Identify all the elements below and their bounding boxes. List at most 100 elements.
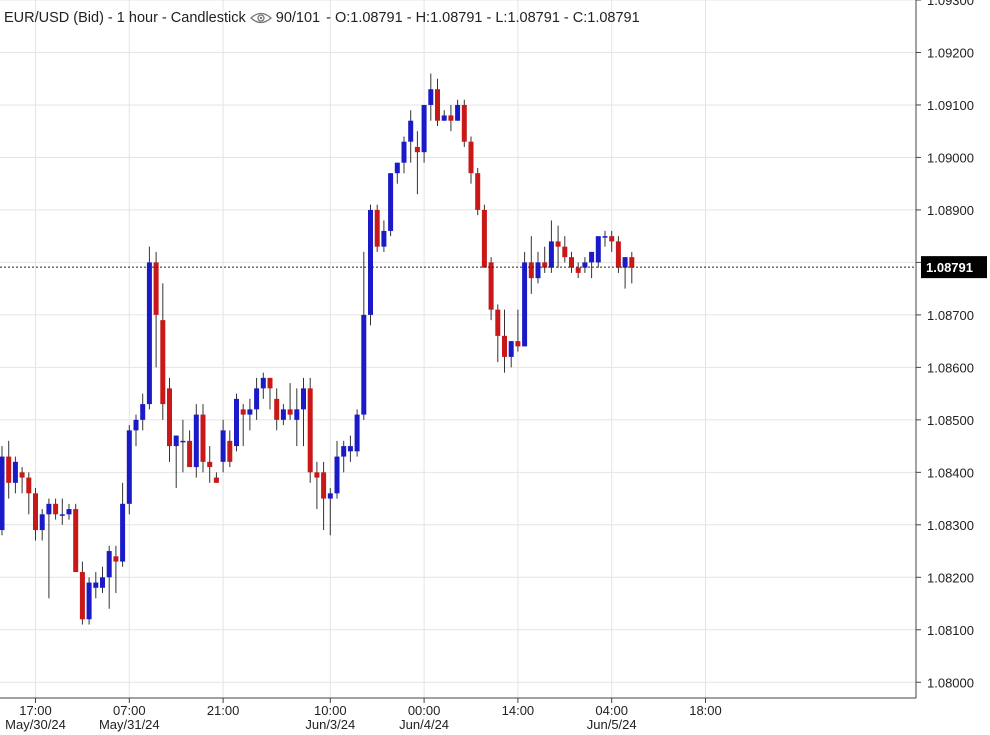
- candle: [234, 393, 239, 452]
- candle: [522, 251, 528, 347]
- candle-body: [354, 414, 360, 452]
- candle: [468, 136, 474, 184]
- candle-body: [6, 456, 12, 483]
- candle: [381, 220, 387, 252]
- candle-body: [73, 509, 79, 573]
- candle-body: [341, 446, 347, 457]
- candle-body: [234, 398, 239, 447]
- candle-body: [93, 582, 99, 588]
- candle-body: [254, 388, 260, 410]
- candle: [609, 230, 615, 252]
- candle-body: [515, 341, 521, 347]
- y-tick-label: 1.08300: [927, 518, 974, 533]
- candle-body: [120, 503, 126, 562]
- candle: [441, 110, 447, 121]
- candle: [327, 488, 333, 536]
- y-tick-label: 1.09100: [927, 98, 974, 113]
- candle: [260, 372, 266, 399]
- candle-body: [0, 456, 5, 531]
- candle: [220, 419, 226, 473]
- candle-body: [307, 388, 313, 473]
- candle-body: [455, 104, 461, 121]
- candle-body: [502, 335, 507, 357]
- candle: [0, 446, 5, 536]
- candle: [488, 257, 494, 321]
- candle: [200, 404, 206, 473]
- candle: [187, 430, 193, 468]
- candle: [106, 545, 112, 609]
- candle: [180, 419, 186, 473]
- candle: [126, 425, 132, 515]
- candle: [354, 409, 360, 457]
- eye-icon[interactable]: [249, 11, 272, 25]
- chart-title: EUR/USD (Bid) - 1 hour - Candlestick: [4, 10, 246, 26]
- bar-count: 90/101: [275, 10, 321, 26]
- candle-body: [106, 551, 112, 578]
- candle: [160, 283, 166, 420]
- candle-body: [582, 262, 588, 268]
- candle: [495, 304, 501, 363]
- candle-body: [247, 409, 253, 415]
- candle-body: [595, 236, 601, 263]
- candle-body: [548, 241, 554, 268]
- x-tick-date-label: Jun/3/24: [305, 717, 355, 732]
- candle: [401, 136, 407, 174]
- candle: [481, 204, 487, 268]
- candle: [595, 236, 601, 268]
- candle: [528, 236, 534, 294]
- x-tick-date-label: May/31/24: [99, 717, 160, 732]
- candle: [213, 472, 219, 483]
- candle-body: [388, 173, 394, 231]
- y-tick-label: 1.08400: [927, 465, 974, 480]
- candle: [173, 435, 179, 489]
- candle-body: [180, 440, 186, 443]
- candle-body: [562, 246, 568, 258]
- candle-body: [495, 309, 501, 336]
- x-tick-label: 07:00: [113, 703, 146, 718]
- candle-body: [220, 430, 226, 462]
- x-tick-date-label: May/30/24: [5, 717, 66, 732]
- x-tick-label: 14:00: [502, 703, 535, 718]
- candle: [167, 377, 172, 462]
- candle: [26, 472, 32, 515]
- candle: [46, 498, 52, 599]
- candle: [39, 509, 45, 541]
- candle-body: [488, 262, 494, 310]
- x-tick-label: 04:00: [595, 703, 628, 718]
- y-tick-label: 1.08500: [927, 413, 974, 428]
- candle-body: [140, 404, 146, 420]
- candle: [341, 440, 347, 473]
- candle-body: [86, 582, 92, 620]
- candle-body: [193, 414, 199, 468]
- candle-body: [146, 262, 152, 405]
- candle-body: [173, 435, 179, 447]
- candle: [6, 440, 12, 499]
- candle-body: [33, 493, 38, 531]
- candle-body: [12, 461, 18, 483]
- candle-body: [113, 556, 119, 562]
- x-tick-label: 21:00: [207, 703, 240, 718]
- y-tick-label: 1.09000: [927, 150, 974, 165]
- y-tick-label: 1.08000: [927, 675, 974, 690]
- candle-body: [287, 409, 293, 415]
- candle-body: [475, 173, 481, 210]
- candle-body: [535, 262, 541, 279]
- candle-body: [227, 440, 233, 462]
- candle-body: [461, 104, 467, 142]
- candle-body: [609, 236, 615, 242]
- candle: [12, 456, 18, 494]
- candle-body: [274, 398, 280, 420]
- candle-body: [602, 236, 608, 238]
- candle: [347, 435, 353, 462]
- y-tick-label: 1.08900: [927, 203, 974, 218]
- y-tick-label: 1.08600: [927, 360, 974, 375]
- last-price-tag-bg: [921, 256, 987, 279]
- candle-body: [361, 314, 367, 415]
- candle-body: [401, 141, 407, 163]
- candle: [294, 388, 300, 447]
- candle: [435, 78, 440, 126]
- candle: [280, 404, 286, 426]
- ohlc-readout: - O:1.08791 - H:1.08791 - L:1.08791 - C:…: [326, 10, 640, 26]
- candle-body: [622, 257, 628, 268]
